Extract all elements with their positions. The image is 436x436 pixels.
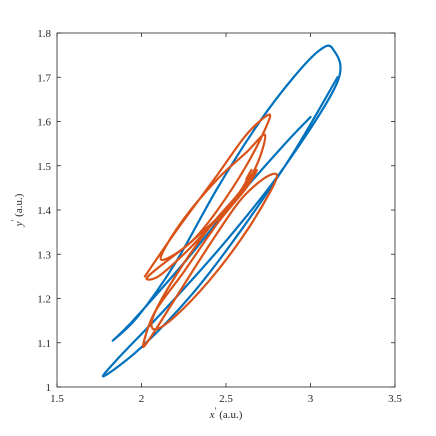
- y-tick-label: 1.3: [37, 249, 51, 261]
- y-axis-label-var: y: [13, 221, 25, 227]
- x-axis-label-prime: ′: [214, 406, 216, 416]
- tick-layer: 1.5 2 2.5 3 3.5 1 1.1 1.2 1.3 1.4 1.5 1.6 1.7 1.8: [37, 28, 402, 405]
- x-tick-label: 3.5: [388, 393, 402, 405]
- y-tick-label: 1.1: [37, 338, 51, 350]
- x-axis-label-var: x: [209, 409, 215, 421]
- series-line-2: [141, 113, 279, 348]
- y-tick-label: 1.2: [37, 294, 51, 306]
- y-tick-label: 1.5: [37, 161, 51, 173]
- y-axis-label-unit: (a.u.): [13, 193, 25, 219]
- y-tick-label: 1.4: [37, 205, 51, 217]
- y-tick-label: 1.8: [37, 28, 51, 40]
- x-tick-label: 1.5: [50, 393, 64, 405]
- x-tick-label: 2.5: [219, 393, 233, 405]
- x-axis-label: x′ (a.u.): [209, 406, 243, 421]
- y-axis-label-prime: ′: [10, 220, 20, 222]
- y-tick-label: 1: [46, 382, 52, 394]
- series-line-1: [101, 44, 342, 378]
- x-axis-label-unit: (a.u.): [216, 409, 242, 421]
- y-axis-label: y′ (a.u.): [10, 193, 25, 227]
- series-layer: [101, 44, 342, 378]
- y-tick-label: 1.6: [37, 117, 51, 129]
- x-tick-label: 3: [308, 393, 314, 405]
- y-tick-label: 1.7: [37, 72, 51, 84]
- x-tick-label: 2: [139, 393, 145, 405]
